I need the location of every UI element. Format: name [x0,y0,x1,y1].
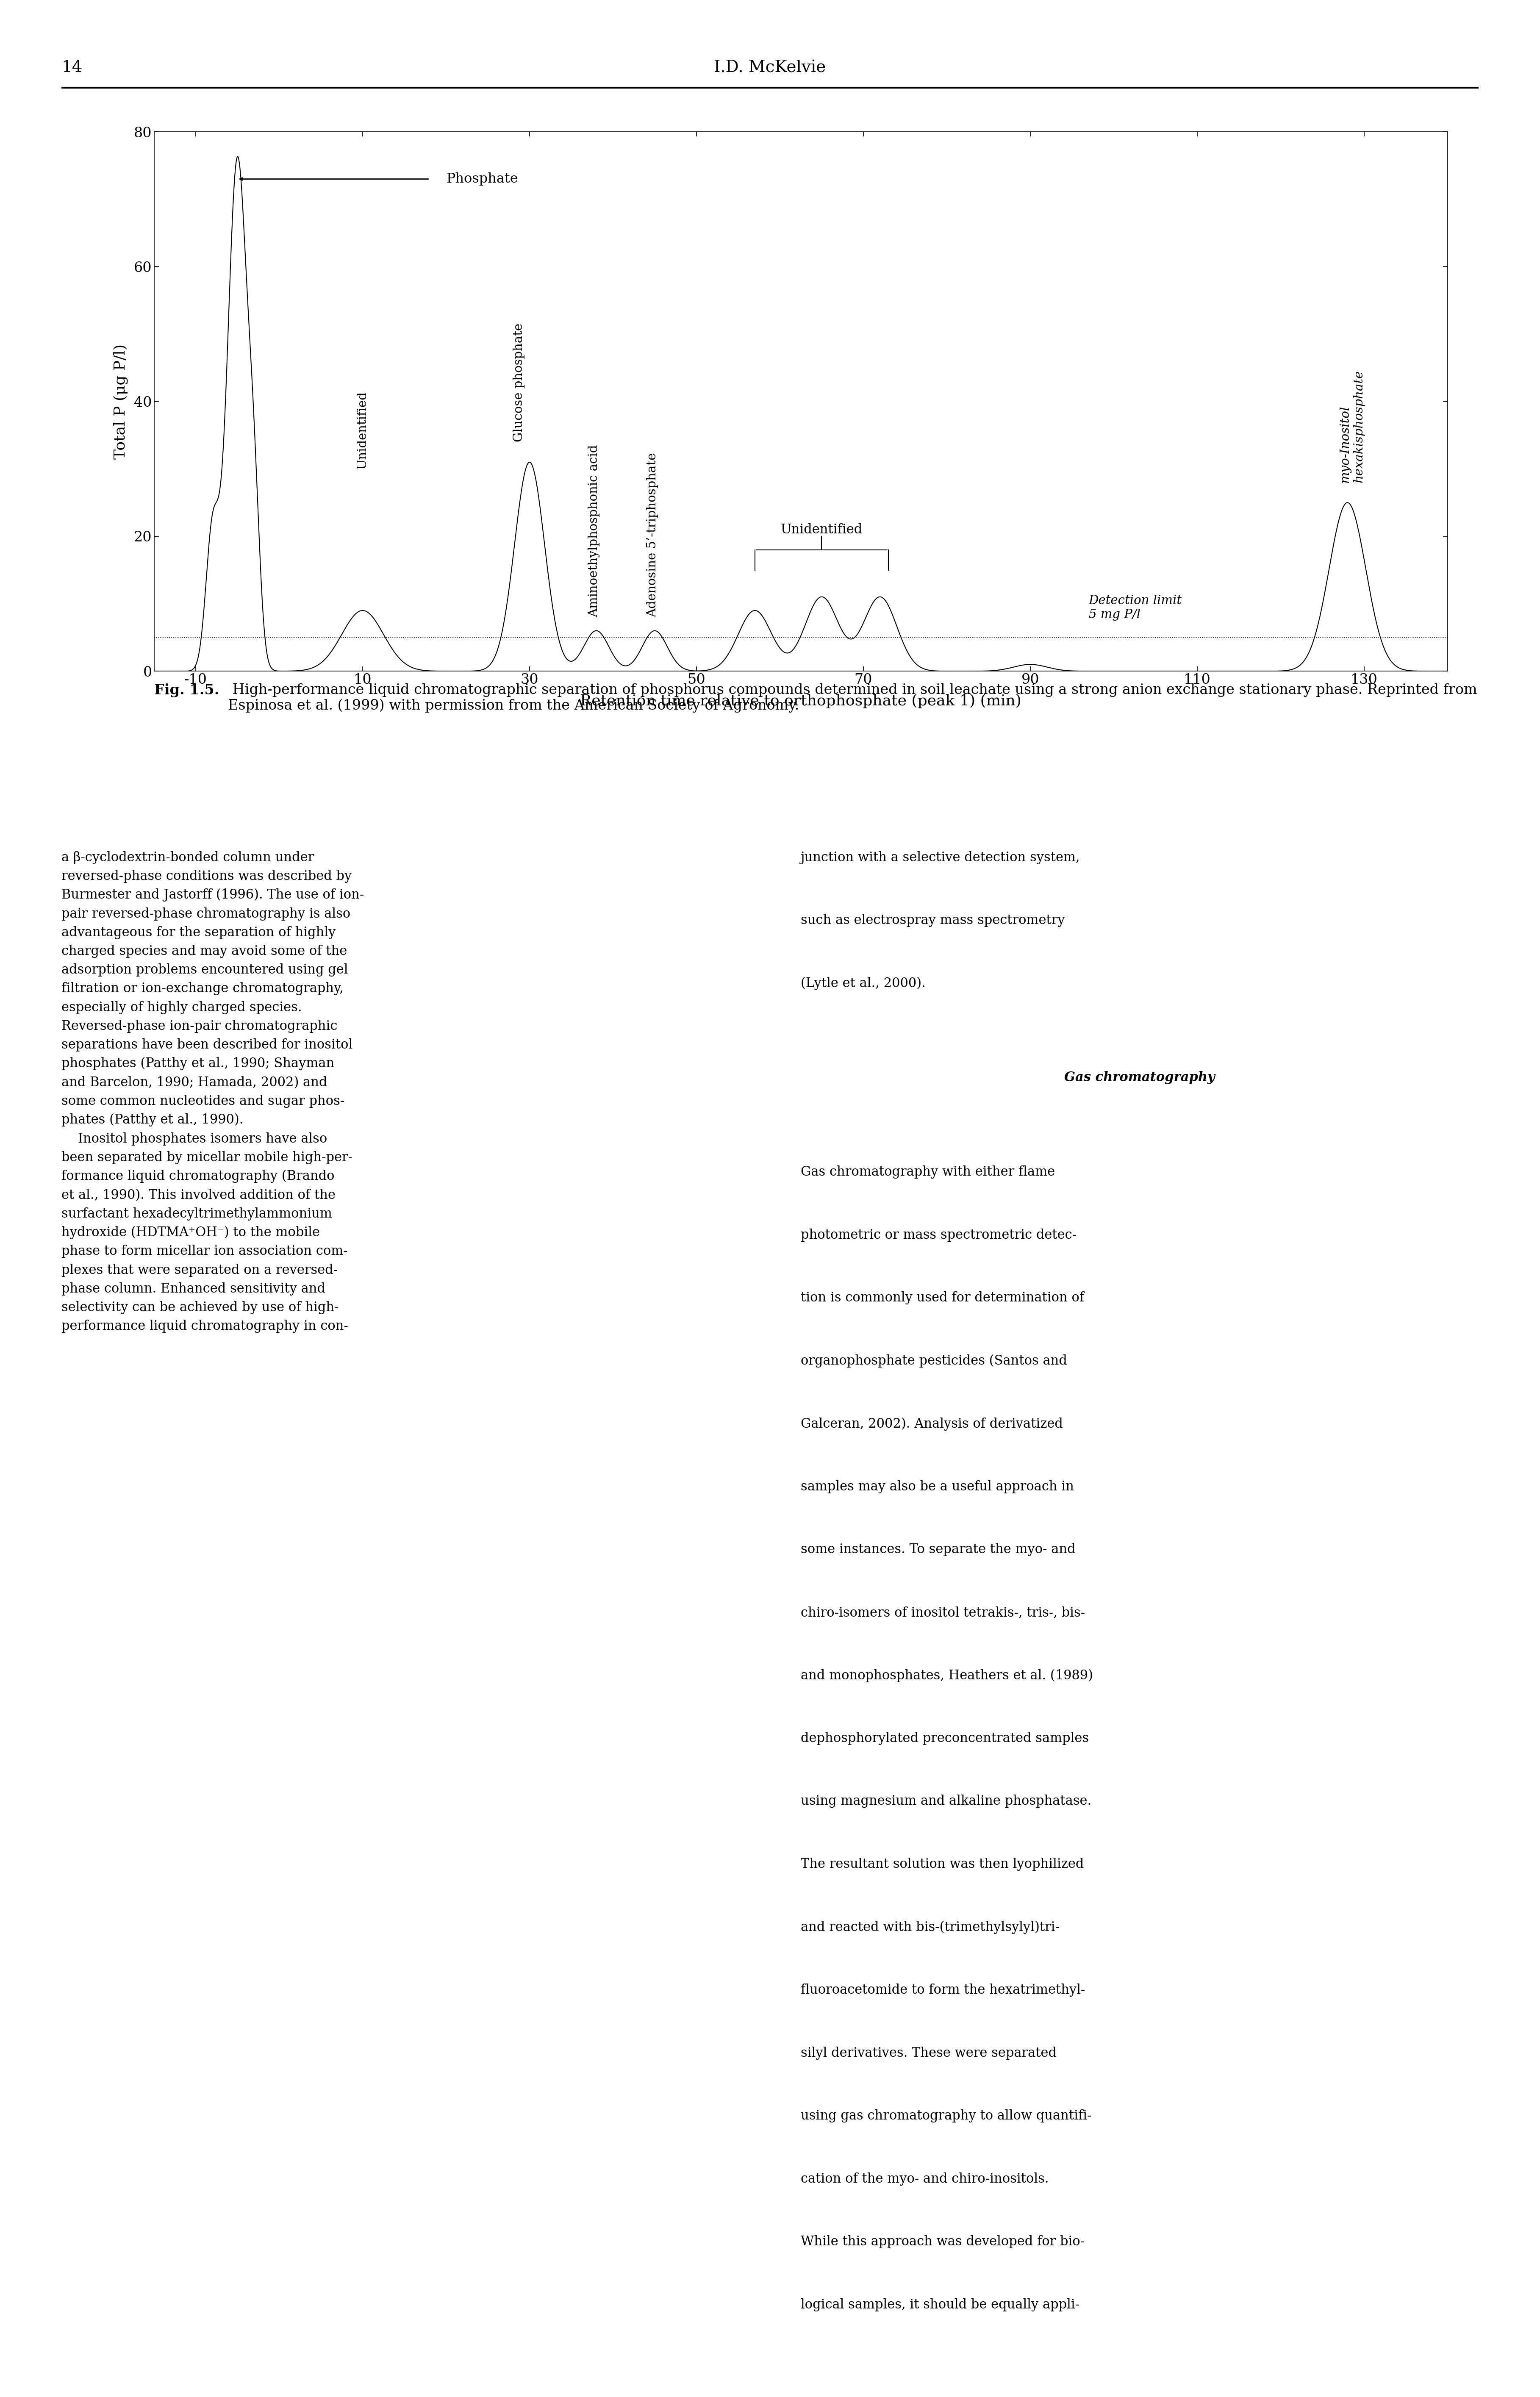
Text: 14: 14 [62,60,83,77]
Text: Gas chromatography with either flame: Gas chromatography with either flame [801,1165,1055,1179]
Text: chiro-isomers of inositol tetrakis-, tris-, bis-: chiro-isomers of inositol tetrakis-, tri… [801,1606,1086,1618]
Text: Unidentified: Unidentified [781,523,862,537]
Text: Galceran, 2002). Analysis of derivatized: Galceran, 2002). Analysis of derivatized [801,1417,1063,1431]
Text: some instances. To separate the myo- and: some instances. To separate the myo- and [801,1544,1075,1556]
Text: Adenosine 5’-triphosphate: Adenosine 5’-triphosphate [647,453,658,618]
Text: Aminoethylphosphonic acid: Aminoethylphosphonic acid [588,446,601,618]
Text: Unidentified: Unidentified [357,391,368,470]
Text: I.D. McKelvie: I.D. McKelvie [715,60,825,77]
Text: photometric or mass spectrometric detec-: photometric or mass spectrometric detec- [801,1230,1076,1242]
Text: dephosphorylated preconcentrated samples: dephosphorylated preconcentrated samples [801,1733,1089,1745]
X-axis label: Retention time relative to orthophosphate (peak 1) (min): Retention time relative to orthophosphat… [581,693,1021,707]
Text: samples may also be a useful approach in: samples may also be a useful approach in [801,1481,1073,1493]
Text: such as electrospray mass spectrometry: such as electrospray mass spectrometry [801,913,1066,928]
Text: organophosphate pesticides (Santos and: organophosphate pesticides (Santos and [801,1354,1067,1369]
Text: tion is commonly used for determination of: tion is commonly used for determination … [801,1292,1084,1304]
Text: Gas chromatography: Gas chromatography [1064,1071,1215,1083]
Text: (Lytle et al., 2000).: (Lytle et al., 2000). [801,978,926,990]
Text: a β-cyclodextrin-bonded column under
reversed-phase conditions was described by
: a β-cyclodextrin-bonded column under rev… [62,851,363,1333]
Text: The resultant solution was then lyophilized: The resultant solution was then lyophili… [801,1858,1084,1870]
Text: and monophosphates, Heathers et al. (1989): and monophosphates, Heathers et al. (198… [801,1668,1093,1683]
Text: cation of the myo- and chiro-inositols.: cation of the myo- and chiro-inositols. [801,2172,1049,2186]
Text: and reacted with bis-(trimethylsylyl)tri-: and reacted with bis-(trimethylsylyl)tri… [801,1920,1060,1934]
Text: logical samples, it should be equally appli-: logical samples, it should be equally ap… [801,2299,1080,2311]
Text: High-performance liquid chromatographic separation of phosphorus compounds deter: High-performance liquid chromatographic … [228,683,1477,712]
Text: Glucose phosphate: Glucose phosphate [513,324,525,441]
Text: using magnesium and alkaline phosphatase.: using magnesium and alkaline phosphatase… [801,1795,1092,1807]
Text: Phosphate: Phosphate [447,173,517,185]
Text: silyl derivatives. These were separated: silyl derivatives. These were separated [801,2047,1056,2059]
Text: While this approach was developed for bio-: While this approach was developed for bi… [801,2236,1084,2248]
Text: fluoroacetomide to form the hexatrimethyl-: fluoroacetomide to form the hexatrimethy… [801,1985,1086,1997]
Text: using gas chromatography to allow quantifi-: using gas chromatography to allow quanti… [801,2109,1092,2121]
Text: junction with a selective detection system,: junction with a selective detection syst… [801,851,1080,863]
Y-axis label: Total P (μg P/l): Total P (μg P/l) [114,343,128,460]
Text: Detection limit
5 mg P/l: Detection limit 5 mg P/l [1089,594,1183,621]
Text: Fig. 1.5.: Fig. 1.5. [154,683,219,698]
Text: myo-Inositol
hexakisphosphate: myo-Inositol hexakisphosphate [1340,369,1364,482]
